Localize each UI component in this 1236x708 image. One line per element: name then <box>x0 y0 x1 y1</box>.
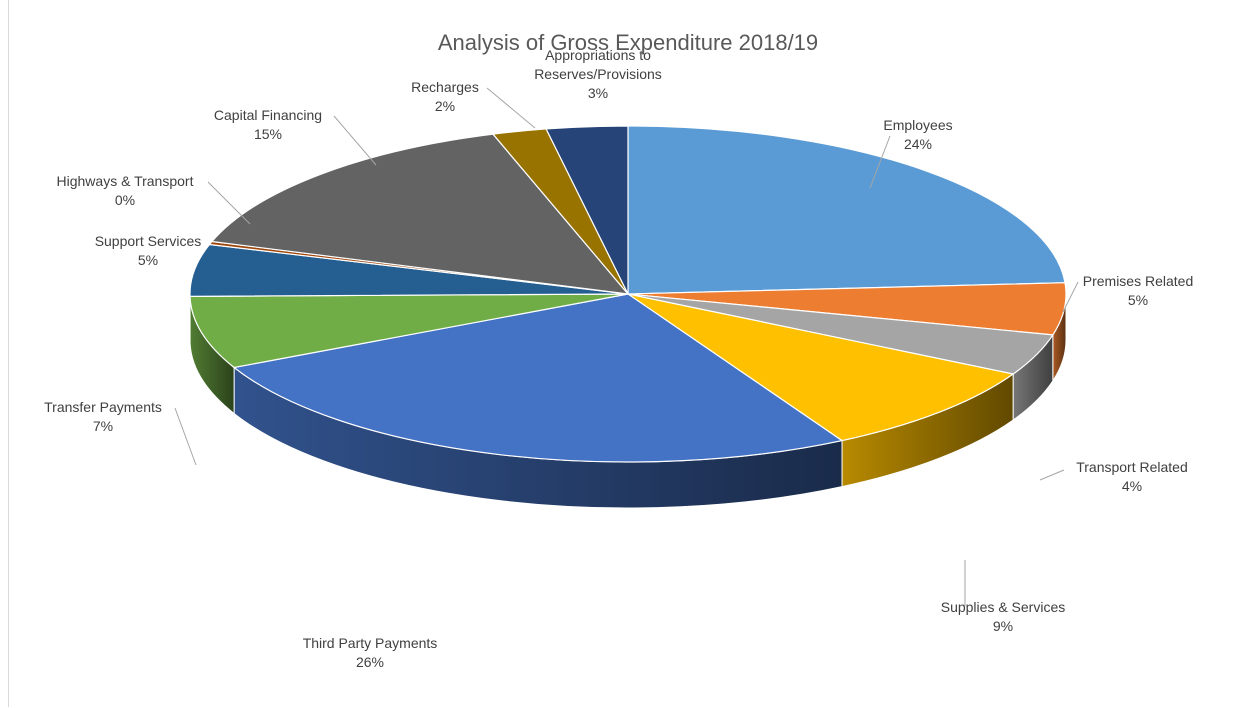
pie-slice-transfer-payments <box>189 293 629 369</box>
data-label-value: 5% <box>138 252 158 268</box>
pie-slice-capital-financing <box>210 133 630 295</box>
data-label-value: 5% <box>1128 292 1148 308</box>
data-label-name: Support Services <box>95 233 202 249</box>
data-label-value: 0% <box>115 192 135 208</box>
data-label-name: Reserves/Provisions <box>534 66 662 82</box>
data-label-appropriations-to-reserves-provisions: Appropriations to Reserves/Provisions 3% <box>534 47 662 101</box>
data-label-premises-related: Premises Related 5% <box>1062 273 1194 313</box>
pie-slice-employees <box>627 125 1066 295</box>
data-label-name: Transfer Payments <box>44 399 162 415</box>
data-labels: Employees 24% Premises Related 5% Transport … <box>44 47 1193 670</box>
pie-slice-appropriations-to-reserves-provisions <box>545 125 629 295</box>
data-label-name: Third Party Payments <box>303 635 438 651</box>
data-label-name: Transport Related <box>1076 459 1188 475</box>
data-label-supplies-services: Supplies & Services 9% <box>941 560 1066 634</box>
data-label-name: Appropriations to <box>545 47 651 63</box>
leader-line <box>869 135 891 189</box>
leader-line <box>333 115 377 166</box>
pie-slice-supplies-services <box>627 293 1015 442</box>
pie-slice-third-party-payments <box>232 293 844 463</box>
data-label-value: 4% <box>1122 478 1142 494</box>
data-label-value: 24% <box>904 136 932 152</box>
chart-title: Analysis of Gross Expenditure 2018/19 <box>438 30 818 55</box>
data-label-value: 7% <box>93 418 113 434</box>
leader-line <box>1039 469 1065 481</box>
data-label-employees: Employees 24% <box>869 117 953 189</box>
data-label-name: Capital Financing <box>214 107 322 123</box>
data-label-name: Supplies & Services <box>941 599 1066 615</box>
leader-line <box>486 87 536 129</box>
data-label-value: 2% <box>435 98 455 114</box>
data-label-transport-related: Transport Related 4% <box>1039 459 1188 494</box>
data-label-third-party-payments: Third Party Payments 26% <box>303 635 438 670</box>
data-label-value: 15% <box>254 126 282 142</box>
data-label-name: Recharges <box>411 79 479 95</box>
data-label-value: 9% <box>993 618 1013 634</box>
leader-line <box>207 181 251 225</box>
data-label-value: 26% <box>356 654 384 670</box>
data-label-highways-transport: Highways & Transport 0% <box>57 173 251 225</box>
data-label-name: Highways & Transport <box>57 173 194 189</box>
data-label-recharges: Recharges 2% <box>411 79 536 129</box>
data-label-name: Employees <box>883 117 952 133</box>
data-label-transfer-payments: Transfer Payments 7% <box>44 399 197 466</box>
pie-tops <box>189 125 1067 463</box>
data-label-name: Premises Related <box>1083 273 1194 289</box>
data-label-capital-financing: Capital Financing 15% <box>214 107 377 166</box>
leader-line <box>1062 281 1079 313</box>
leader-line <box>174 407 197 466</box>
data-label-value: 3% <box>588 85 608 101</box>
data-label-support-services: Support Services 5% <box>95 233 202 268</box>
